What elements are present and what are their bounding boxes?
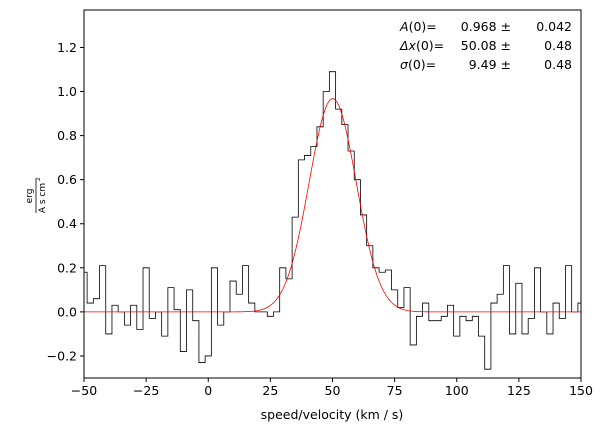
y-tick-label: 1.0 [57,84,77,99]
plot-frame [83,9,582,379]
y-axis-label-numerator: erg [25,189,35,204]
x-tick-label: 25 [262,383,278,398]
gaussian-fit-line [84,98,581,313]
plot-area [84,71,581,370]
x-tick-label: 0 [204,383,212,398]
x-tick-label: −50 [71,383,97,398]
y-tick-label: −0.2 [47,348,77,363]
fit-param-value: 50.08 ± [461,38,511,53]
x-tick-label: 125 [507,383,531,398]
y-axis-label: erg A s cm 2 [25,177,48,213]
y-tick-label: 0.6 [57,172,77,187]
x-tick-label: 150 [569,383,593,398]
fit-param-value: 0.968 ± [461,19,511,34]
x-tick-label: −25 [133,383,159,398]
y-axis: −0.2 0.0 0.2 0.4 0.6 0.8 1.0 1.2 [47,40,84,363]
fit-param-arg: (0)= [408,57,436,72]
x-tick-label: 100 [445,383,469,398]
x-tick-label: 75 [387,383,403,398]
y-axis-label-exponent: 2 [35,177,42,181]
fit-param-name: Δx [399,38,417,53]
fit-param-arg: (0)= [409,19,437,34]
y-tick-label: 1.2 [57,40,77,55]
y-tick-label: 0.4 [57,216,77,231]
y-axis-label-denominator: A s cm [38,183,48,213]
x-axis-label: speed/velocity (km / s) [261,407,404,422]
fit-annotation-row: σ(0)= [400,57,436,72]
fit-param-value: 9.49 ± [469,57,511,72]
fit-param-arg: (0)= [416,38,444,53]
spectrum-step-line [84,71,581,370]
fit-param-name: σ [400,57,409,72]
y-tick-label: 0.0 [57,304,77,319]
fit-param-name: A [399,19,409,34]
y-tick-label: 0.8 [57,128,77,143]
x-axis: −50 −25 0 25 50 75 100 125 150 [71,378,593,398]
fit-param-error: 0.48 [544,57,572,72]
fit-annotation-row: A(0)= [399,19,437,34]
fit-param-error: 0.48 [544,38,572,53]
x-tick-label: 50 [325,383,341,398]
y-tick-label: 0.2 [57,260,77,275]
fit-annotation-row: Δx(0)= [399,38,444,53]
fit-param-error: 0.042 [536,19,572,34]
